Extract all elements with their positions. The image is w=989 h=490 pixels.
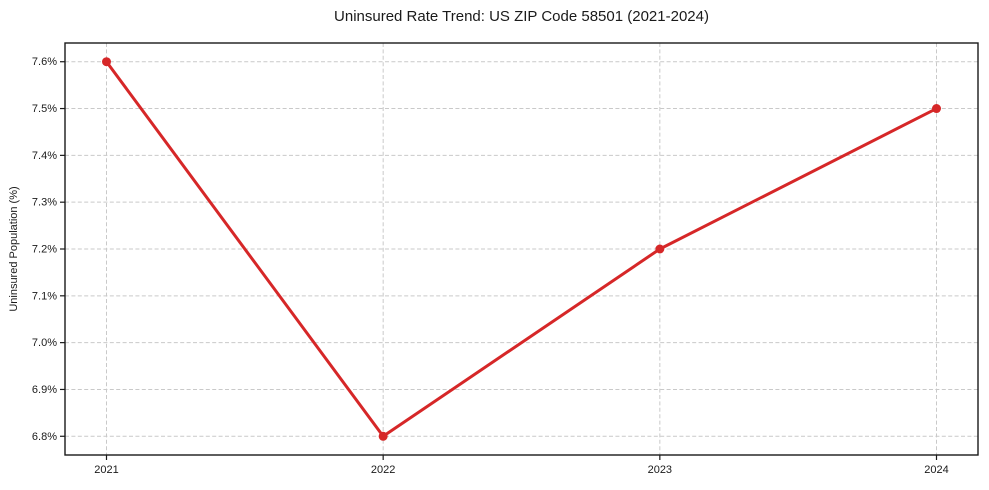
y-tick-label: 7.3% — [32, 197, 57, 209]
y-tick-label: 7.1% — [32, 290, 57, 302]
data-point — [655, 244, 665, 254]
y-tick-label: 7.6% — [32, 56, 57, 68]
data-point — [102, 57, 111, 67]
y-tick-label: 7.5% — [32, 103, 57, 115]
data-point — [378, 431, 388, 441]
y-tick-label: 7.4% — [32, 150, 57, 162]
chart-title: Uninsured Rate Trend: US ZIP Code 58501 … — [334, 8, 709, 25]
y-tick-label: 6.8% — [32, 431, 57, 443]
x-tick-label: 2024 — [924, 464, 948, 476]
y-tick-label: 6.9% — [32, 384, 57, 396]
trend-line — [105, 60, 938, 438]
y-tick-label: 7.0% — [32, 337, 57, 349]
x-tick-label: 2023 — [648, 464, 672, 476]
x-tick-label: 2021 — [94, 464, 118, 476]
y-tick-label: 7.2% — [32, 244, 57, 256]
y-axis-label: Uninsured Population (%) — [8, 186, 20, 312]
x-tick-label: 2022 — [371, 464, 395, 476]
data-point — [932, 104, 941, 114]
